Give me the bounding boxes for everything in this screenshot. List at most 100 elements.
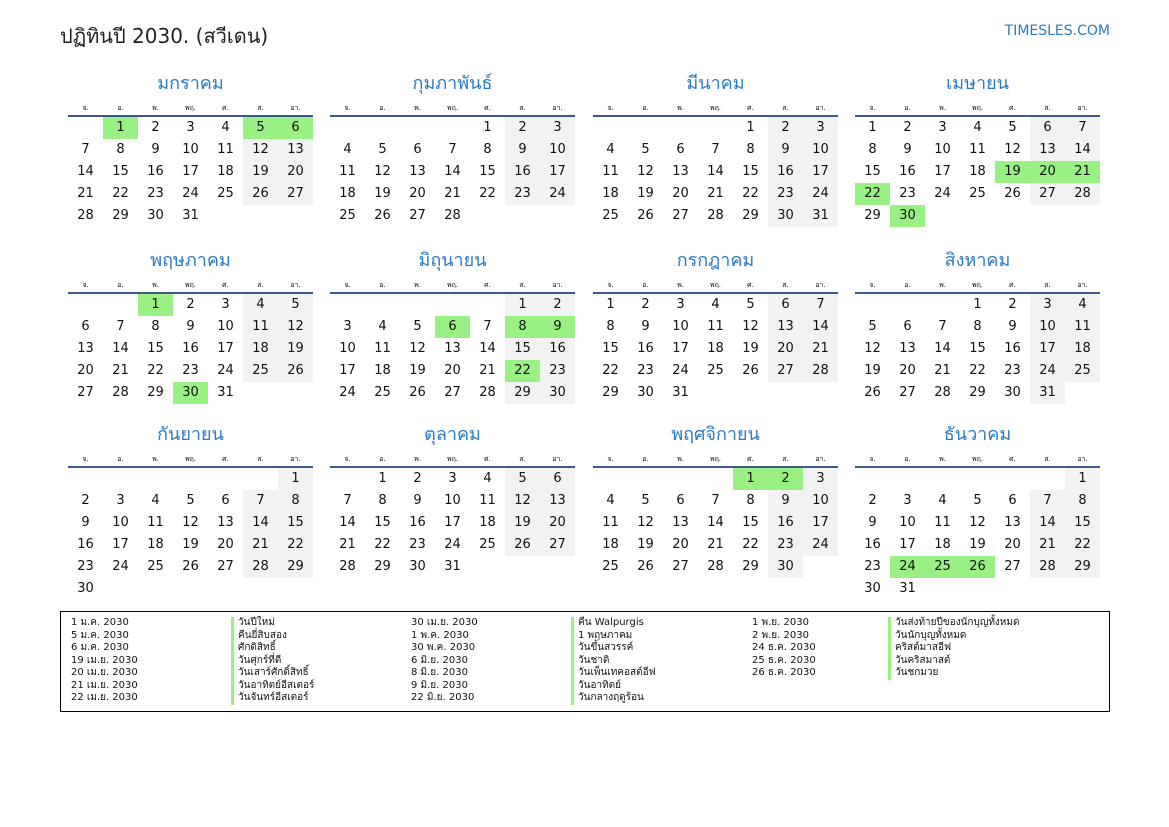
day-cell[interactable]: 18 (479, 515, 496, 530)
day-cell[interactable]: 25 (602, 559, 619, 574)
day-cell[interactable]: 22 (1065, 534, 1100, 556)
day-cell[interactable]: 11 (969, 142, 986, 157)
day-cell[interactable]: 19 (278, 338, 313, 360)
day-cell[interactable]: 5 (868, 319, 877, 334)
day-cell[interactable]: 28 (444, 208, 461, 223)
day-cell[interactable]: 24 (934, 186, 951, 201)
day-cell[interactable]: 15 (602, 341, 619, 356)
day-cell[interactable]: 4 (151, 493, 160, 508)
day-cell[interactable]: 19 (374, 186, 391, 201)
day-cell[interactable]: 13 (768, 316, 803, 338)
day-cell[interactable]: 23 (540, 360, 575, 382)
day-cell[interactable]: 13 (899, 341, 916, 356)
day-cell[interactable]: 29 (742, 559, 759, 574)
day-cell[interactable]: 23 (505, 183, 540, 205)
day-cell[interactable]: 27 (444, 385, 461, 400)
day-cell[interactable]: 20 (217, 537, 234, 552)
day-cell[interactable]: 26 (243, 183, 278, 205)
day-cell[interactable]: 30 (864, 581, 881, 596)
day-cell[interactable]: 12 (374, 164, 391, 179)
day-cell[interactable]: 14 (1030, 512, 1065, 534)
day-cell[interactable]: 25 (969, 186, 986, 201)
day-cell[interactable]: 23 (1004, 363, 1021, 378)
day-cell[interactable]: 4 (938, 493, 947, 508)
day-cell[interactable]: 9 (81, 515, 90, 530)
day-cell[interactable]: 30 (409, 559, 426, 574)
brand-link[interactable]: TIMESLES.COM (1004, 23, 1110, 39)
day-cell[interactable]: 23 (637, 363, 654, 378)
day-cell[interactable]: 1 (278, 468, 313, 490)
day-cell[interactable]: 8 (746, 142, 755, 157)
day-cell[interactable]: 15 (1065, 512, 1100, 534)
day-cell[interactable]: 4 (711, 297, 720, 312)
day-cell[interactable]: 29 (602, 385, 619, 400)
holiday-day-cell[interactable]: 22 (505, 360, 540, 382)
day-cell[interactable]: 8 (483, 142, 492, 157)
day-cell[interactable]: 5 (413, 319, 422, 334)
day-cell[interactable]: 8 (378, 493, 387, 508)
day-cell[interactable]: 13 (1004, 515, 1021, 530)
day-cell[interactable]: 17 (1030, 338, 1065, 360)
day-cell[interactable]: 24 (672, 363, 689, 378)
day-cell[interactable]: 6 (903, 319, 912, 334)
day-cell[interactable]: 29 (374, 559, 391, 574)
day-cell[interactable]: 10 (182, 142, 199, 157)
day-cell[interactable]: 31 (803, 205, 838, 227)
day-cell[interactable]: 4 (973, 120, 982, 135)
day-cell[interactable]: 26 (742, 363, 759, 378)
day-cell[interactable]: 5 (641, 142, 650, 157)
holiday-day-cell[interactable]: 22 (855, 183, 890, 205)
holiday-day-cell[interactable]: 25 (925, 556, 960, 578)
holiday-day-cell[interactable]: 30 (890, 205, 925, 227)
day-cell[interactable]: 27 (278, 183, 313, 205)
day-cell[interactable]: 11 (602, 164, 619, 179)
day-cell[interactable]: 17 (672, 341, 689, 356)
day-cell[interactable]: 13 (540, 490, 575, 512)
day-cell[interactable]: 24 (803, 183, 838, 205)
day-cell[interactable]: 13 (77, 341, 94, 356)
day-cell[interactable]: 15 (112, 164, 129, 179)
day-cell[interactable]: 7 (711, 142, 720, 157)
day-cell[interactable]: 17 (803, 161, 838, 183)
day-cell[interactable]: 10 (899, 515, 916, 530)
day-cell[interactable]: 29 (864, 208, 881, 223)
day-cell[interactable]: 9 (505, 139, 540, 161)
day-cell[interactable]: 13 (217, 515, 234, 530)
day-cell[interactable]: 8 (973, 319, 982, 334)
day-cell[interactable]: 18 (217, 164, 234, 179)
day-cell[interactable]: 1 (378, 471, 387, 486)
day-cell[interactable]: 15 (278, 512, 313, 534)
day-cell[interactable]: 7 (938, 319, 947, 334)
day-cell[interactable]: 27 (899, 385, 916, 400)
day-cell[interactable]: 25 (374, 385, 391, 400)
day-cell[interactable]: 14 (803, 316, 838, 338)
day-cell[interactable]: 14 (112, 341, 129, 356)
day-cell[interactable]: 5 (1008, 120, 1017, 135)
day-cell[interactable]: 23 (768, 534, 803, 556)
day-cell[interactable]: 21 (112, 363, 129, 378)
day-cell[interactable]: 1 (868, 120, 877, 135)
day-cell[interactable]: 26 (864, 385, 881, 400)
day-cell[interactable]: 9 (186, 319, 195, 334)
holiday-day-cell[interactable]: 8 (505, 316, 540, 338)
day-cell[interactable]: 18 (1065, 338, 1100, 360)
day-cell[interactable]: 7 (116, 319, 125, 334)
day-cell[interactable]: 14 (339, 515, 356, 530)
day-cell[interactable]: 17 (444, 515, 461, 530)
day-cell[interactable]: 25 (1065, 360, 1100, 382)
day-cell[interactable]: 12 (742, 319, 759, 334)
day-cell[interactable]: 30 (1004, 385, 1021, 400)
day-cell[interactable]: 21 (444, 186, 461, 201)
day-cell[interactable]: 9 (768, 139, 803, 161)
day-cell[interactable]: 1 (1065, 468, 1100, 490)
day-cell[interactable]: 16 (899, 164, 916, 179)
day-cell[interactable]: 17 (217, 341, 234, 356)
day-cell[interactable]: 26 (637, 559, 654, 574)
day-cell[interactable]: 11 (1065, 316, 1100, 338)
day-cell[interactable]: 26 (182, 559, 199, 574)
day-cell[interactable]: 13 (672, 515, 689, 530)
day-cell[interactable]: 11 (374, 341, 391, 356)
day-cell[interactable]: 28 (707, 208, 724, 223)
day-cell[interactable]: 29 (1065, 556, 1100, 578)
day-cell[interactable]: 25 (602, 208, 619, 223)
